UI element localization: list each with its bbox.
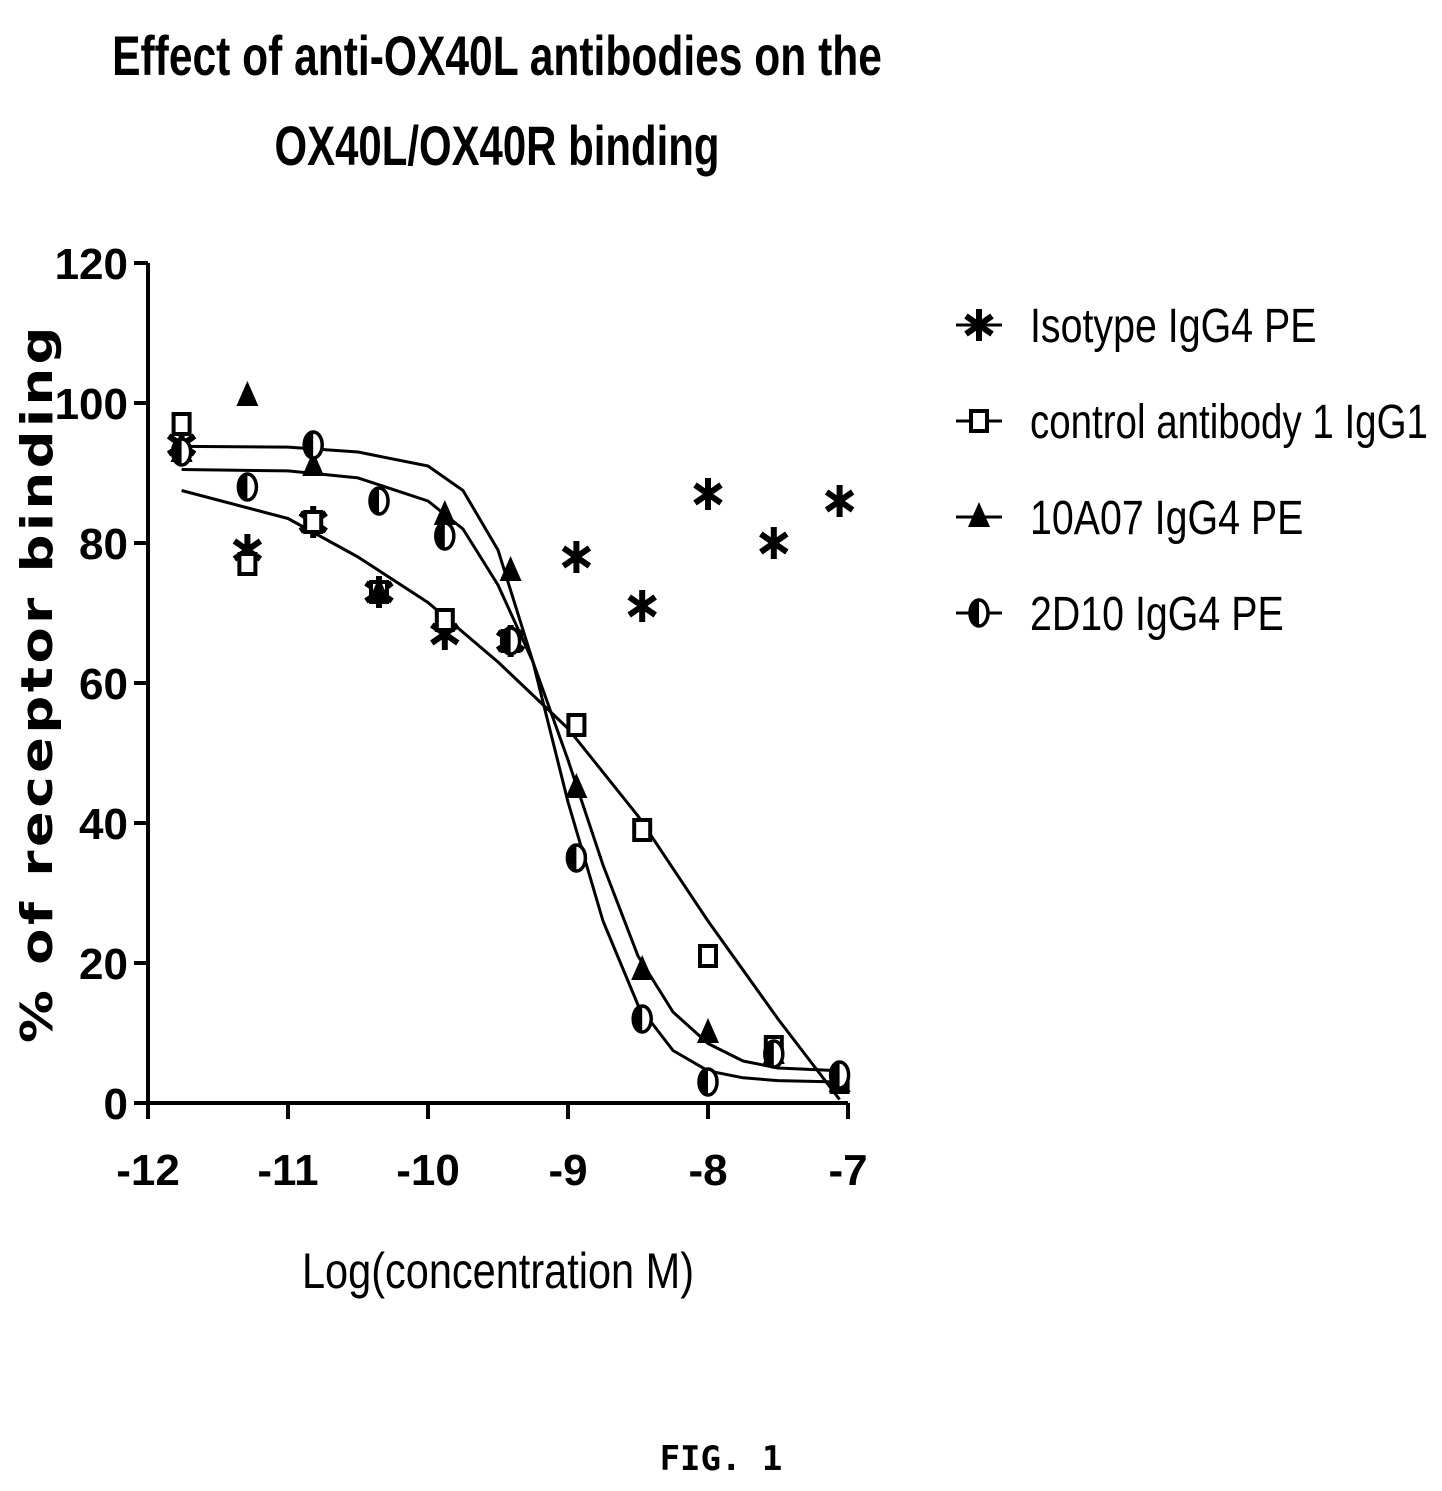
x-tick-label: -9 [548, 1146, 587, 1195]
y-tick-label: 20 [79, 940, 128, 989]
y-tick-label: 40 [79, 800, 128, 849]
x-tick-label: -12 [116, 1146, 180, 1195]
chart-title-line-2: OX40L/OX40R binding [275, 115, 720, 177]
data-point [171, 412, 192, 436]
legend-label: 2D10 IgG4 PE [1030, 587, 1284, 641]
fit-curve [181, 468, 840, 1073]
data-point [763, 1039, 785, 1069]
x-tick-label: -11 [257, 1146, 318, 1195]
data-point [759, 527, 789, 559]
x-axis-title: Log(concentration M) [302, 1242, 694, 1299]
data-point [302, 430, 324, 460]
data-point [631, 955, 654, 980]
y-tick-label: 0 [104, 1080, 128, 1129]
x-tick-label: -7 [828, 1146, 867, 1195]
data-point [237, 552, 258, 576]
data-point [434, 521, 456, 551]
chart-title-line-1: Effect of anti-OX40L antibodies on the [112, 24, 882, 87]
x-tick-label: -8 [688, 1146, 727, 1195]
data-point [368, 486, 390, 516]
data-point [824, 485, 855, 517]
data-point [697, 1067, 719, 1097]
data-point [627, 590, 657, 622]
x-ticks: -12 -11 -10 -9 -8 -7 [116, 1103, 868, 1195]
data-point [828, 1060, 851, 1090]
data-point [499, 626, 522, 656]
legend-label: control antibody 1 IgG1 [1030, 396, 1428, 449]
data-point [170, 437, 193, 467]
legend: Isotype IgG4 PE control antibody 1 IgG1 10… [956, 299, 1428, 641]
fit-curve [181, 444, 840, 1084]
y-tick-label: 80 [79, 520, 128, 569]
data-point [693, 478, 723, 510]
data-point [433, 500, 456, 525]
data-point [236, 472, 259, 502]
legend-marker [964, 309, 994, 341]
legend-marker [969, 409, 989, 433]
legend-marker [968, 502, 990, 527]
data-point [565, 843, 588, 873]
data-point [631, 1004, 653, 1034]
axes [146, 263, 848, 1105]
legend-label: Isotype IgG4 PE [1030, 299, 1317, 353]
data-point [302, 451, 325, 476]
data-points [166, 381, 855, 1097]
y-ticks: 0 20 40 60 80 100 120 [55, 240, 148, 1129]
legend-label: 10A07 IgG4 PE [1030, 491, 1303, 545]
data-point [499, 556, 522, 581]
data-point [561, 541, 592, 573]
data-point [434, 608, 455, 632]
legend-marker [968, 598, 990, 628]
data-point [566, 713, 587, 737]
chart-title: Effect of anti-OX40L antibodies on the O… [112, 24, 882, 177]
y-axis-title: % of receptor binding [12, 323, 63, 1043]
figure-caption: FIG. 1 [660, 1439, 783, 1479]
y-tick-label: 60 [79, 660, 128, 709]
data-point [565, 773, 588, 798]
x-tick-label: -10 [396, 1146, 460, 1195]
data-point [303, 510, 324, 534]
data-point [697, 1018, 719, 1043]
y-tick-label: 120 [55, 240, 128, 289]
fit-curve [181, 489, 841, 1101]
y-tick-label: 100 [55, 380, 128, 429]
data-point [698, 944, 718, 968]
data-point [236, 381, 259, 406]
fit-curves [181, 444, 841, 1101]
data-point [368, 577, 390, 602]
data-point [632, 818, 653, 842]
